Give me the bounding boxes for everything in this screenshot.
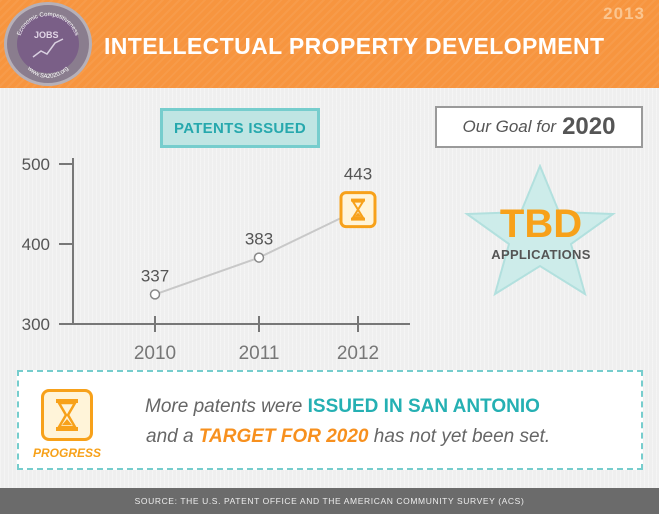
goal-year: 2020 <box>562 113 616 140</box>
data-label: 443 <box>344 165 372 184</box>
data-labels: 337 383 443 <box>141 165 372 286</box>
patents-line-chart: 300 400 500 2010 2011 2012 337 383 443 <box>22 155 410 364</box>
star-icon <box>464 164 616 297</box>
hourglass-sand <box>354 212 362 217</box>
y-tick-label: 500 <box>22 155 50 174</box>
x-tick-label: 2011 <box>239 343 280 364</box>
progress-line-2: and a TARGET FOR 2020 has not yet been s… <box>146 426 550 448</box>
series-polyline <box>154 214 347 296</box>
goal-unit: APPLICATIONS <box>491 247 591 262</box>
x-tick-label: 2010 <box>134 343 176 364</box>
logo-center-text: JOBS <box>34 30 59 40</box>
y-tick-labels: 300 400 500 <box>22 155 50 334</box>
year-tag: 2013 <box>603 4 645 23</box>
logo-trend-icon <box>32 38 64 58</box>
badge-label: PATENTS ISSUED <box>174 119 306 137</box>
source-text: SOURCE: THE U.S. PATENT OFFICE AND THE A… <box>134 496 525 506</box>
progress-highlight-target: TARGET FOR 2020 <box>198 426 369 447</box>
logo-bottom-text: www.SA2020.org <box>25 65 69 80</box>
x-tick-label: 2012 <box>337 343 379 364</box>
hourglass-glass <box>351 200 365 219</box>
data-label: 337 <box>141 266 169 285</box>
jobs-logo: Economic Competitiveness www.SA2020.org … <box>4 2 92 86</box>
goal-box: Our Goal for 2020 <box>435 106 643 148</box>
chart-axes <box>59 158 410 332</box>
y-tick-label: 400 <box>22 235 50 254</box>
series-line <box>154 214 347 296</box>
hourglass-bottom <box>351 217 365 221</box>
data-label: 383 <box>245 230 273 249</box>
progress-text-2a: and a <box>146 426 199 447</box>
progress-text-2c: has not yet been set. <box>368 426 551 447</box>
logo-inner-circle <box>17 15 79 73</box>
progress-text-1a: More patents were <box>145 396 308 417</box>
data-point <box>149 289 161 300</box>
hourglass-graphic <box>56 399 78 431</box>
footer-bar: SOURCE: THE U.S. PATENT OFFICE AND THE A… <box>0 488 659 514</box>
progress-box: PROGRESS More patents were ISSUED IN SAN… <box>17 370 643 470</box>
logo-graphic: Economic Competitiveness www.SA2020.org … <box>17 12 80 80</box>
progress-label: PROGRESS <box>32 446 101 460</box>
data-point-hourglass-icon <box>339 191 377 229</box>
header-texture <box>0 0 659 88</box>
progress-highlight-issued: ISSUED IN SAN ANTONIO <box>307 396 540 417</box>
goal-value: TBD <box>499 202 583 246</box>
data-point <box>253 252 265 263</box>
progress-line-1: More patents were ISSUED IN SAN ANTONIO <box>145 396 540 418</box>
x-tick-labels: 2010 2011 2012 <box>134 343 379 364</box>
y-tick-label: 300 <box>22 315 50 334</box>
page-title: INTELLECTUAL PROPERTY DEVELOPMENT <box>104 33 605 59</box>
patents-issued-badge: PATENTS ISSUED <box>160 108 320 148</box>
hourglass-icon <box>41 389 93 441</box>
goal-prefix: Our Goal for <box>462 117 557 136</box>
header-banner: 2013 INTELLECTUAL PROPERTY DEVELOPMENT <box>0 0 659 88</box>
data-points <box>149 191 377 300</box>
hourglass-top <box>351 198 365 202</box>
